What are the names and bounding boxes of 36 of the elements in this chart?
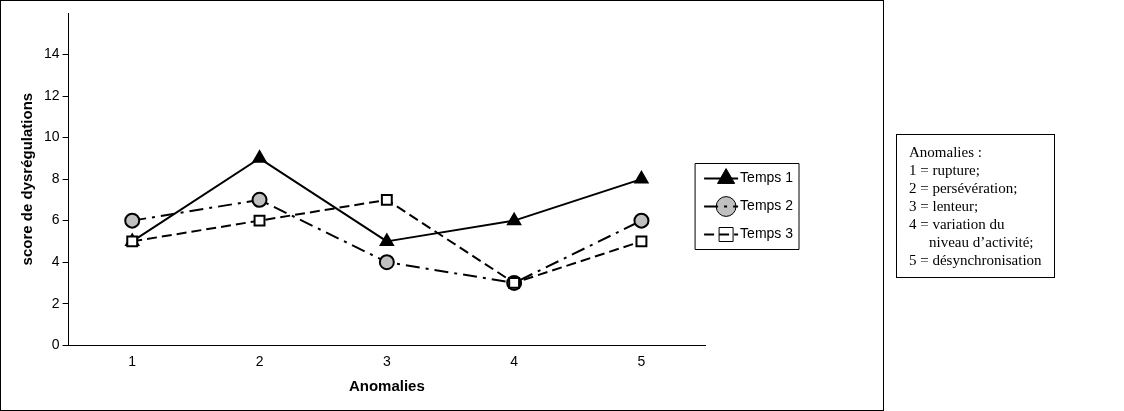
point <box>253 214 266 227</box>
y-tick-label: 10 <box>43 128 60 145</box>
text: 1 = rupture; <box>909 160 981 179</box>
x-tick-label: 4 <box>510 353 519 370</box>
point <box>380 193 393 206</box>
x-axis-title: Anomalies <box>348 377 425 395</box>
text: Anomalies : <box>909 142 983 161</box>
text: 3 = lenteur; <box>909 196 980 215</box>
point <box>378 254 395 271</box>
point <box>379 233 394 246</box>
point <box>252 150 267 163</box>
y-tick-label: 8 <box>51 169 60 186</box>
text: 2 = persévération; <box>909 178 1019 197</box>
y-tick-label: 4 <box>51 253 60 270</box>
x-tick-label: 3 <box>382 353 391 370</box>
text: 5 = désynchronisation <box>909 250 1042 269</box>
x-tick-label: 2 <box>255 353 264 370</box>
legend-label: Temps 1 <box>740 169 794 186</box>
text: 4 = variation du <box>909 214 1006 233</box>
y-tick-label: 12 <box>43 86 60 103</box>
point <box>633 212 650 229</box>
point <box>635 235 648 248</box>
y-tick-label: 0 <box>51 336 60 353</box>
point <box>507 212 522 226</box>
y-tick-label: 2 <box>51 294 60 311</box>
point <box>124 212 141 229</box>
text: niveau d’activité; <box>928 232 1035 251</box>
y-axis-title: score de dysrégulations <box>18 92 36 266</box>
point <box>251 191 268 208</box>
y-tick-label: 14 <box>43 45 60 62</box>
legend-label: Temps 2 <box>740 197 794 214</box>
x-tick-label: 1 <box>128 353 137 370</box>
legend-label: Temps 3 <box>740 225 794 242</box>
x-tick-label: 5 <box>637 353 646 370</box>
y-tick-label: 6 <box>51 211 60 228</box>
point <box>634 171 649 184</box>
